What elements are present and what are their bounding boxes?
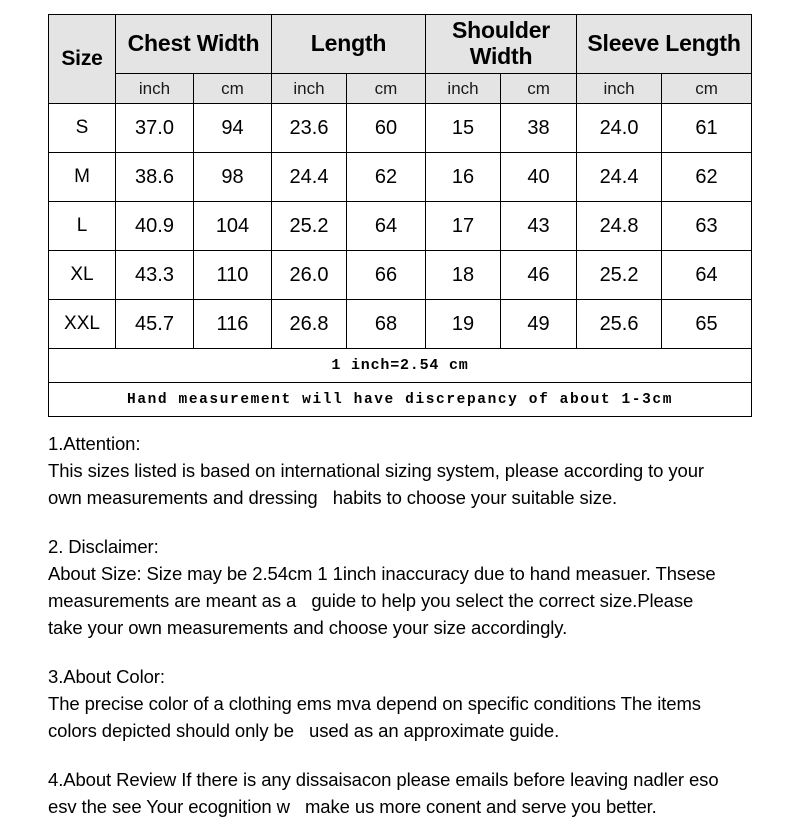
cell-shoulder-cm: 49 [500,299,578,349]
cell-shoulder-inch: 15 [425,103,502,153]
size-table-container: Size Chest Width Length Shoulder Width S… [47,14,753,417]
cell-length-inch: 25.2 [271,201,347,251]
cell-length-inch: 26.0 [271,250,347,300]
unit-header-sleeve-cm: cm [661,73,753,104]
cell-shoulder-inch: 17 [425,201,502,251]
cell-sleeve-cm: 65 [661,299,753,349]
cell-length-cm: 62 [345,152,427,202]
table-body: S 37.0 94 23.6 60 15 38 24.0 61 M 38.6 9… [47,103,753,417]
cell-sleeve-cm: 64 [661,250,753,300]
cell-chest-inch: 40.9 [115,201,194,251]
cell-size: S [48,103,116,153]
column-header-chest-width: Chest Width [115,14,272,74]
note-hand-measurement: Hand measurement will have discrepancy o… [47,382,753,417]
cell-shoulder-cm: 46 [500,250,578,300]
note-heading-about-review: 4.About Review If there is any dissaisac… [48,769,719,790]
table-head: Size Chest Width Length Shoulder Width S… [48,14,753,104]
note-block-attention: 1.Attention: This sizes listed is based … [48,430,764,511]
note-block-about-review: 4.About Review If there is any dissaisac… [48,766,764,820]
cell-sleeve-inch: 25.2 [576,250,663,300]
cell-chest-cm: 94 [193,103,272,153]
cell-chest-cm: 116 [193,299,272,349]
cell-size: XL [48,250,116,300]
cell-sleeve-cm: 62 [661,152,753,202]
cell-length-cm: 66 [345,250,427,300]
cell-length-cm: 60 [345,103,427,153]
cell-chest-inch: 37.0 [115,103,194,153]
unit-header-shoulder-inch: inch [425,73,502,104]
cell-shoulder-cm: 43 [500,201,578,251]
column-header-length: Length [270,14,427,74]
unit-header-shoulder-cm: cm [500,73,578,104]
note-block-disclaimer: 2. Disclaimer: About Size: Size may be 2… [48,533,764,641]
note-body-attention: This sizes listed is based on internatio… [48,460,704,508]
table-row: S 37.0 94 23.6 60 15 38 24.0 61 [48,103,753,153]
table-header-group-row: Size Chest Width Length Shoulder Width S… [48,14,753,104]
table-row: L 40.9 104 25.2 64 17 43 24.8 63 [48,201,753,251]
cell-shoulder-cm: 40 [500,152,578,202]
cell-sleeve-inch: 24.0 [576,103,663,153]
unit-header-length-cm: cm [345,73,427,104]
cell-length-inch: 23.6 [271,103,347,153]
cell-shoulder-inch: 19 [425,299,502,349]
unit-header-chest-cm: cm [193,73,272,104]
cell-length-inch: 24.4 [271,152,347,202]
cell-chest-inch: 45.7 [115,299,194,349]
size-chart-page: Size Chest Width Length Shoulder Width S… [47,14,753,817]
note-heading-about-color: 3.About Color: [48,666,165,687]
size-chart-table: Size Chest Width Length Shoulder Width S… [47,14,753,417]
column-header-size: Size [48,14,116,104]
note-heading-attention: 1.Attention: [48,433,141,454]
cell-shoulder-cm: 38 [500,103,578,153]
cell-sleeve-inch: 24.4 [576,152,663,202]
note-body-about-review: esv the see Your ecognition w make us mo… [48,796,657,817]
cell-chest-inch: 43.3 [115,250,194,300]
cell-chest-inch: 38.6 [115,152,194,202]
column-header-sleeve-length: Sleeve Length [576,14,753,74]
table-note-row-discrepancy: Hand measurement will have discrepancy o… [47,382,753,417]
note-heading-disclaimer: 2. Disclaimer: [48,536,159,557]
notes-section: 1.Attention: This sizes listed is based … [48,430,764,820]
cell-chest-cm: 110 [193,250,272,300]
table-note-row-conversion: 1 inch=2.54 cm [47,348,753,383]
cell-sleeve-cm: 63 [661,201,753,251]
unit-header-length-inch: inch [271,73,347,104]
note-body-disclaimer: About Size: Size may be 2.54cm 1 1inch i… [48,563,716,638]
cell-length-cm: 64 [345,201,427,251]
note-body-about-color: The precise color of a clothing ems mva … [48,693,701,741]
note-inch-to-cm: 1 inch=2.54 cm [47,348,753,383]
cell-length-inch: 26.8 [271,299,347,349]
cell-size: M [48,152,116,202]
cell-sleeve-inch: 25.6 [576,299,663,349]
column-header-shoulder-width: Shoulder Width [425,14,578,74]
table-row: M 38.6 98 24.4 62 16 40 24.4 62 [48,152,753,202]
cell-size: L [48,201,116,251]
cell-sleeve-cm: 61 [661,103,753,153]
cell-shoulder-inch: 16 [425,152,502,202]
cell-chest-cm: 104 [193,201,272,251]
cell-sleeve-inch: 24.8 [576,201,663,251]
unit-header-chest-inch: inch [115,73,194,104]
table-row: XL 43.3 110 26.0 66 18 46 25.2 64 [48,250,753,300]
note-block-about-color: 3.About Color: The precise color of a cl… [48,663,764,744]
cell-length-cm: 68 [345,299,427,349]
table-row: XXL 45.7 116 26.8 68 19 49 25.6 65 [48,299,753,349]
cell-shoulder-inch: 18 [425,250,502,300]
cell-chest-cm: 98 [193,152,272,202]
cell-size: XXL [48,299,116,349]
unit-header-sleeve-inch: inch [576,73,663,104]
table-header-units-row: inch cm inch cm inch cm inch cm [49,73,753,104]
